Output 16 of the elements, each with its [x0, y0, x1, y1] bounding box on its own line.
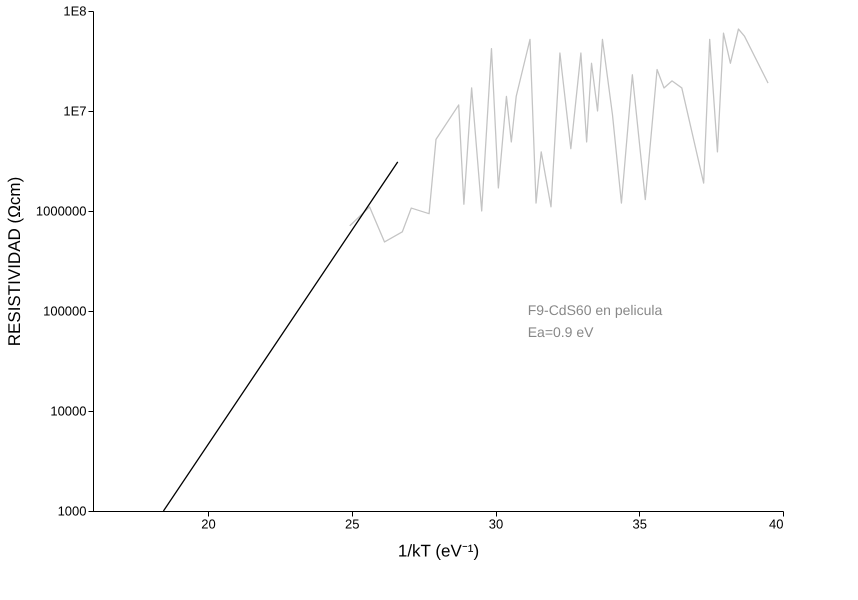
x-tick-label: 20 — [201, 516, 216, 532]
y-axis-title: RESISTIVIDAD (Ωcm) — [4, 176, 24, 346]
x-tick-label: 40 — [769, 516, 784, 532]
y-tick-label: 100000 — [43, 304, 86, 318]
y-tick-label: 1E7 — [63, 104, 86, 118]
y-tick-label: 1000 — [58, 504, 86, 518]
x-tick-label: 25 — [345, 516, 360, 532]
y-tick-label: 1E8 — [63, 4, 86, 18]
annotation: F9-CdS60 en pelicula — [528, 302, 663, 318]
annotation: Ea=0.9 eV — [528, 324, 594, 340]
x-tick-label: 30 — [488, 516, 504, 532]
line-series — [349, 28, 769, 243]
x-axis-title: 1/kT (eV⁻¹) — [398, 542, 480, 560]
x-tick-label: 35 — [632, 516, 647, 532]
y-tick-label: 1000000 — [36, 204, 86, 218]
y-tick-label: 10000 — [50, 404, 86, 418]
